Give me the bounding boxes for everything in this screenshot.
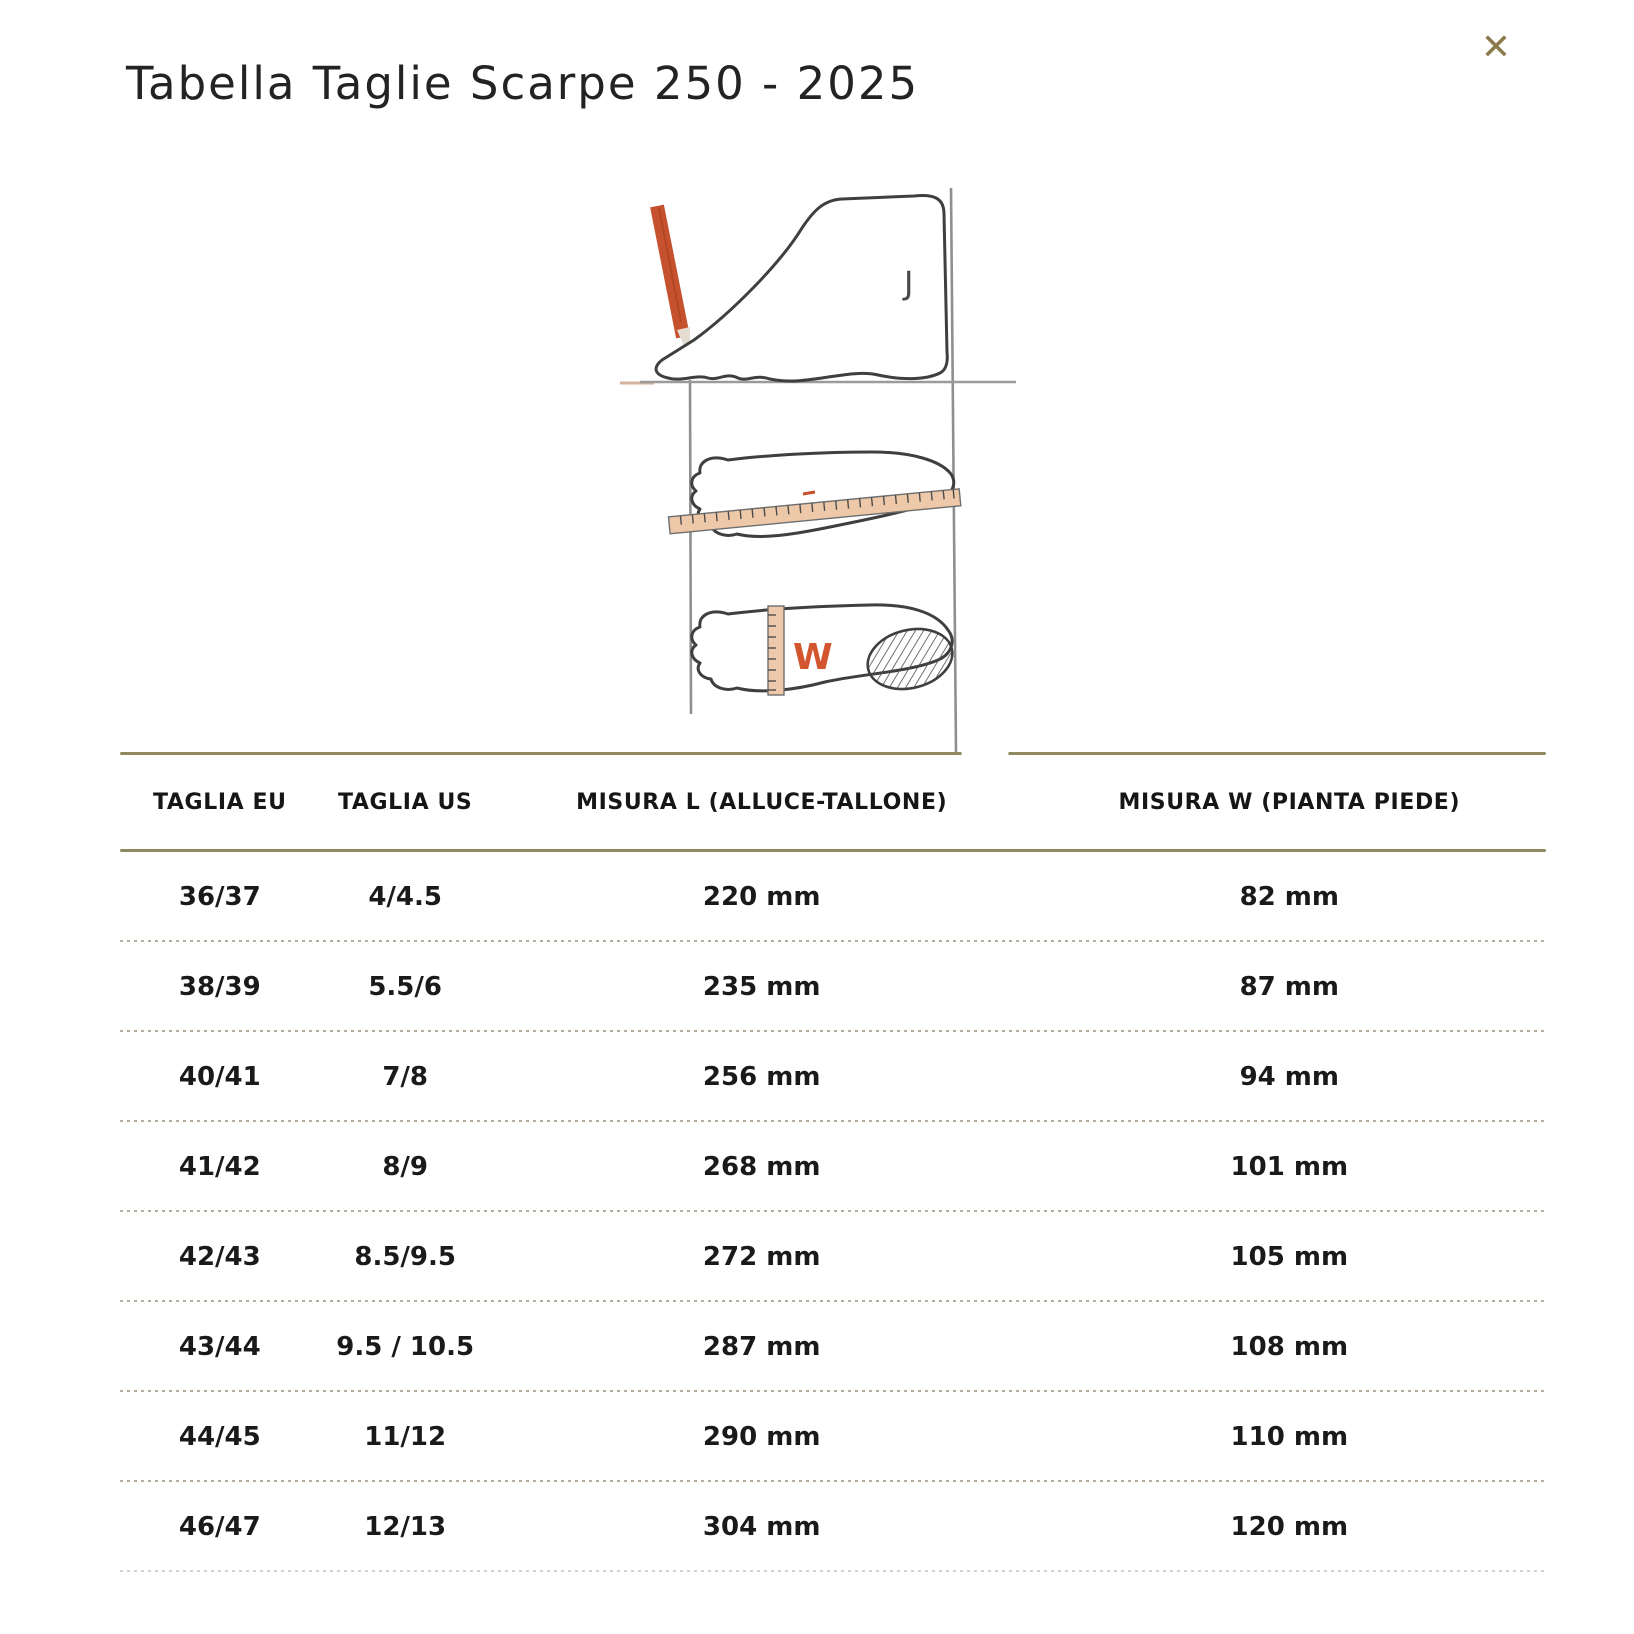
table-row: 41/42 8/9 268 mm 101 mm <box>120 1122 1546 1212</box>
table-cell: 256 mm <box>702 1062 821 1092</box>
table-cell: 41/42 <box>178 1152 261 1182</box>
table-cell: 40/41 <box>178 1062 261 1092</box>
table-cell: 87 mm <box>1239 972 1339 1002</box>
measurement-guide-lines <box>620 187 1016 753</box>
table-header-rule <box>120 849 1546 852</box>
table-cell: 304 mm <box>702 1512 821 1542</box>
table-row: 44/45 11/12 290 mm 110 mm <box>120 1392 1546 1482</box>
table-cell: 8/9 <box>382 1152 429 1182</box>
measuring-pencil-icon <box>650 204 690 360</box>
table-cell: 101 mm <box>1230 1152 1349 1182</box>
table-cell: 12/13 <box>364 1512 447 1542</box>
foot-measurement-diagram: J <box>610 182 1060 757</box>
page-title: Tabella Taglie Scarpe 250 - 2025 <box>126 57 920 110</box>
table-header-row: TAGLIA EU TAGLIA US MISURA L (ALLUCE-TAL… <box>120 755 1546 849</box>
width-label: W <box>793 637 833 678</box>
length-ruler-icon <box>667 488 962 535</box>
table-cell: 290 mm <box>702 1422 821 1452</box>
width-ruler-icon <box>767 605 785 696</box>
table-row: 46/47 12/13 304 mm 120 mm <box>120 1482 1546 1572</box>
column-header: TAGLIA US <box>337 789 473 815</box>
table-cell: 105 mm <box>1230 1242 1349 1272</box>
table-cell: 287 mm <box>702 1332 821 1362</box>
column-header: MISURA L (ALLUCE-TALLONE) <box>576 789 948 815</box>
table-top-rule <box>120 752 1546 755</box>
table-cell: 43/44 <box>178 1332 261 1362</box>
table-cell: 4/4.5 <box>368 882 442 912</box>
table-cell: 7/8 <box>382 1062 429 1092</box>
column-header: MISURA W (PIANTA PIEDE) <box>1118 789 1461 815</box>
table-cell: 110 mm <box>1230 1422 1349 1452</box>
close-icon: ✕ <box>1480 27 1512 68</box>
table-cell: 268 mm <box>702 1152 821 1182</box>
table-cell: 46/47 <box>178 1512 261 1542</box>
table-cell: 38/39 <box>178 972 261 1002</box>
table-cell: 94 mm <box>1239 1062 1339 1092</box>
table-cell: 5.5/6 <box>368 972 442 1002</box>
table-row: 36/37 4/4.5 220 mm 82 mm <box>120 852 1546 942</box>
table-cell: 8.5/9.5 <box>354 1242 456 1272</box>
table-cell: 235 mm <box>702 972 821 1002</box>
top-view-foot-width: W <box>690 603 954 696</box>
table-cell: 220 mm <box>702 882 821 912</box>
heel-hatch-ellipse <box>866 627 954 691</box>
table-cell: 120 mm <box>1230 1512 1349 1542</box>
table-row: 43/44 9.5 / 10.5 287 mm 108 mm <box>120 1302 1546 1392</box>
table-cell: 42/43 <box>178 1242 261 1272</box>
table-row: 40/41 7/8 256 mm 94 mm <box>120 1032 1546 1122</box>
table-cell: 36/37 <box>178 882 261 912</box>
column-header: TAGLIA EU <box>153 789 287 815</box>
table-cell: 82 mm <box>1239 882 1339 912</box>
size-table: TAGLIA EU TAGLIA US MISURA L (ALLUCE-TAL… <box>120 752 1546 1572</box>
top-view-foot-length <box>667 450 962 538</box>
table-cell: 44/45 <box>178 1422 261 1452</box>
close-button[interactable]: ✕ <box>1466 18 1526 78</box>
table-cell: 272 mm <box>702 1242 821 1272</box>
length-label: J <box>902 264 913 302</box>
table-cell: 108 mm <box>1230 1332 1349 1362</box>
table-cell: 9.5 / 10.5 <box>336 1332 475 1362</box>
table-row: 42/43 8.5/9.5 272 mm 105 mm <box>120 1212 1546 1302</box>
table-cell: 11/12 <box>364 1422 447 1452</box>
side-view-foot: J <box>654 194 949 383</box>
foot-diagram-svg: J <box>620 187 1016 753</box>
table-row: 38/39 5.5/6 235 mm 87 mm <box>120 942 1546 1032</box>
table-body: 36/37 4/4.5 220 mm 82 mm 38/39 5.5/6 235… <box>120 852 1546 1572</box>
